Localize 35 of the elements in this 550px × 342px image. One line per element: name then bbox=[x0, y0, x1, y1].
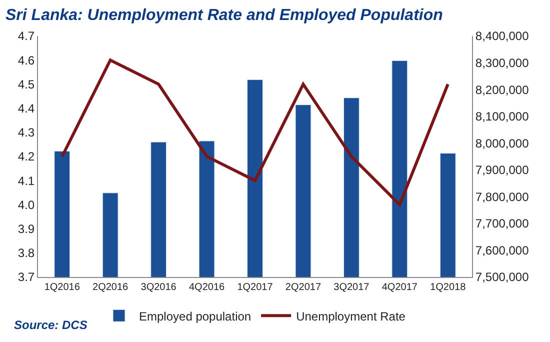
y2-tick-label: 7,600,000 bbox=[475, 243, 530, 258]
x-tick-label: 1Q2017 bbox=[237, 282, 274, 293]
y2-tick-label: 8,100,000 bbox=[475, 110, 530, 124]
y-tick-label: 4.0 bbox=[18, 198, 35, 212]
source-note: Source: DCS bbox=[14, 318, 88, 332]
legend-label: Employed population bbox=[139, 309, 252, 324]
y-tick-label: 3.7 bbox=[18, 270, 35, 284]
y-tick-label: 3.8 bbox=[18, 246, 35, 260]
x-tick-label: 1Q2016 bbox=[44, 282, 80, 293]
y2-tick-label: 8,200,000 bbox=[475, 82, 530, 97]
y-tick-label: 4.7 bbox=[18, 29, 35, 44]
y2-tick-label: 8,300,000 bbox=[475, 56, 530, 70]
y2-tick-label: 7,800,000 bbox=[475, 190, 530, 204]
y-tick-label: 3.9 bbox=[18, 222, 35, 236]
y2-tick-label: 8,000,000 bbox=[475, 136, 530, 150]
y-tick-label: 4.2 bbox=[18, 150, 35, 164]
y-tick-label: 4.4 bbox=[18, 102, 35, 116]
y2-tick-label: 7,900,000 bbox=[475, 163, 530, 178]
y2-tick-label: 7,500,000 bbox=[475, 270, 530, 284]
y-tick-label: 4.6 bbox=[18, 53, 35, 68]
y-tick-label: 4.3 bbox=[18, 126, 35, 140]
x-tick-label: 1Q2018 bbox=[430, 282, 466, 293]
y2-tick-label: 7,700,000 bbox=[475, 216, 530, 231]
line-series bbox=[60, 58, 450, 206]
x-tick-label: 2Q2017 bbox=[285, 282, 322, 293]
y-tick-label: 4.5 bbox=[18, 77, 35, 92]
chart-title: Sri Lanka: Unemployment Rate and Employed Population bbox=[6, 6, 444, 24]
x-tick-label: 2Q2016 bbox=[92, 282, 129, 293]
x-tick-label: 4Q2016 bbox=[188, 282, 226, 293]
x-tick-label: 4Q2017 bbox=[382, 282, 418, 293]
x-tick-label: 3Q2016 bbox=[140, 282, 177, 293]
x-tick-label: 3Q2017 bbox=[334, 282, 370, 293]
y2-tick-label: 8,400,000 bbox=[475, 29, 530, 44]
legend-label: Unemployment Rate bbox=[296, 309, 406, 324]
y-tick-label: 4.1 bbox=[18, 174, 35, 188]
